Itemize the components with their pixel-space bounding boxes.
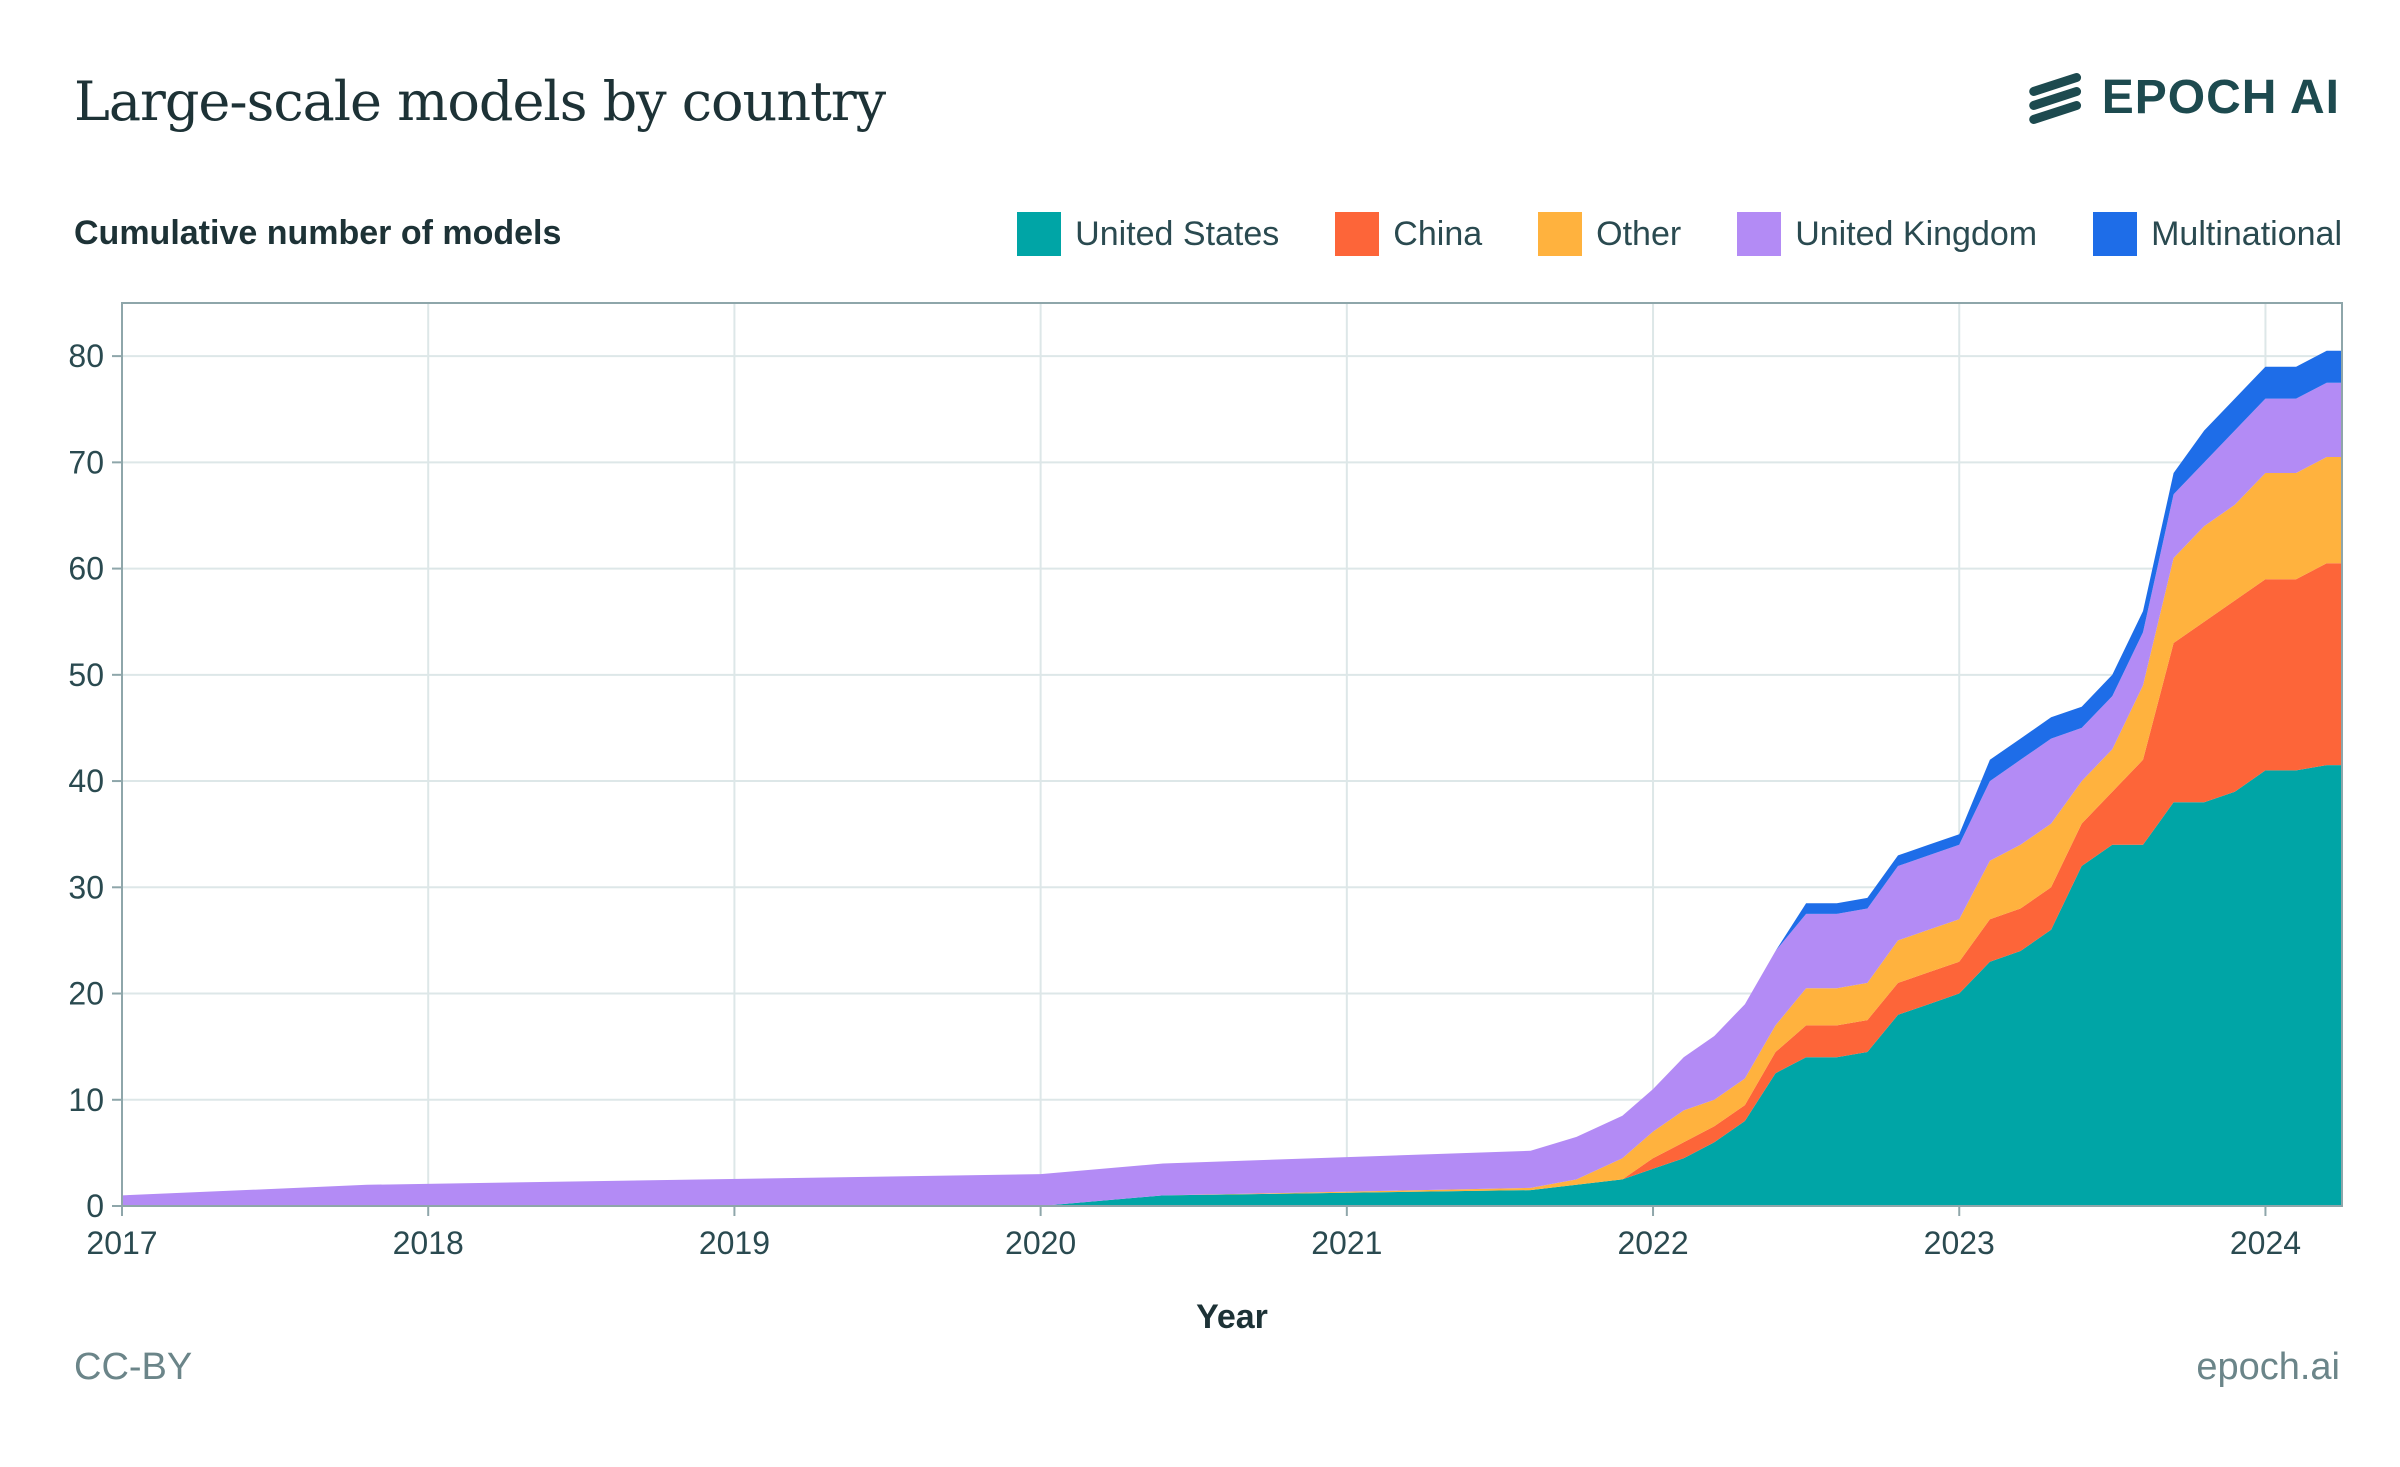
legend: United States China Other United Kingdom… [1017, 212, 2342, 256]
legend-label: China [1393, 214, 1483, 253]
area-china [122, 563, 2342, 1206]
x-tick-label: 2021 [1311, 1225, 1382, 1261]
legend-item-united-kingdom[interactable]: United Kingdom [1737, 212, 2037, 256]
x-tick-label: 2019 [699, 1225, 770, 1261]
x-tick-label: 2024 [2230, 1225, 2301, 1261]
y-tick-label: 0 [86, 1188, 104, 1224]
y-tick-label: 40 [68, 763, 104, 799]
area-layer [122, 350, 2342, 1206]
legend-label: United States [1075, 214, 1280, 253]
chart-title: Large-scale models by country [74, 70, 886, 133]
y-tick-label: 80 [68, 338, 104, 374]
y-tick-label: 10 [68, 1082, 104, 1118]
brand-name: EPOCH AI [2101, 71, 2340, 124]
area-united-states [122, 765, 2342, 1206]
license-label: CC-BY [74, 1346, 193, 1388]
area-other [122, 457, 2342, 1206]
legend-swatch-other [1538, 212, 1583, 256]
legend-swatch-united-kingdom [1737, 212, 1782, 256]
legend-swatch-united-states [1017, 212, 1062, 256]
x-tick-label: 2022 [1617, 1225, 1688, 1261]
brand-logo[interactable]: EPOCH AI [2026, 70, 2340, 125]
legend-item-other[interactable]: Other [1538, 212, 1681, 256]
x-axis-label: Year [1196, 1298, 1268, 1336]
y-tick-label: 70 [68, 444, 104, 480]
site-link[interactable]: epoch.ai [2196, 1346, 2340, 1388]
legend-item-united-states[interactable]: United States [1017, 212, 1279, 256]
epoch-logo-icon [2029, 72, 2081, 124]
legend-swatch-multinational [2093, 212, 2138, 256]
area-united-kingdom [122, 382, 2342, 1206]
axes: 0 10 20 30 40 50 60 70 80 2017 2018 2019 2020 2021 202… [68, 302, 2343, 1261]
x-tick-label: 2017 [86, 1225, 157, 1261]
legend-label: United Kingdom [1795, 214, 2038, 253]
y-tick-label: 30 [68, 869, 104, 905]
y-tick-label: 50 [68, 657, 104, 693]
y-tick-label: 20 [68, 976, 104, 1012]
y-axis-label: Cumulative number of models [74, 214, 562, 252]
legend-swatch-china [1335, 212, 1380, 256]
legend-item-china[interactable]: China [1335, 212, 1482, 256]
x-tick-label: 2018 [393, 1225, 464, 1261]
plot-frame [121, 302, 2343, 1207]
y-tick-label: 60 [68, 551, 104, 587]
legend-label: Multinational [2151, 214, 2342, 253]
legend-label: Other [1596, 214, 1682, 253]
legend-item-multinational[interactable]: Multinational [2093, 212, 2342, 256]
x-tick-label: 2023 [1924, 1225, 1995, 1261]
x-tick-label: 2020 [1005, 1225, 1076, 1261]
